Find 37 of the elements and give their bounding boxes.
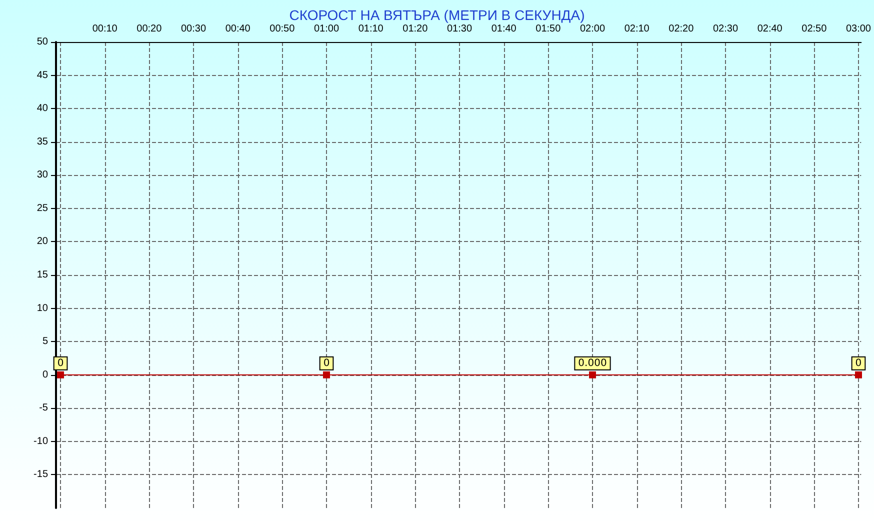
y-tick-label: 15 [36, 270, 48, 280]
x-tick-label: 02:20 [668, 24, 694, 34]
y-tick-label: 20 [36, 236, 48, 248]
x-tick-label: 03:00 [846, 24, 872, 34]
x-tick-label: 01:10 [358, 24, 384, 34]
data-label: 0 [57, 358, 64, 369]
y-tick-label: 50 [36, 36, 48, 48]
x-tick-label: 01:20 [402, 24, 428, 34]
data-label: 0 [855, 358, 862, 369]
x-tick-label: 01:00 [314, 24, 340, 34]
x-tick-label: 02:10 [624, 24, 650, 34]
y-tick-label: -15 [34, 469, 48, 480]
y-tick-label: 5 [42, 336, 48, 348]
x-tick-label: 02:00 [580, 24, 606, 34]
x-tick-label: 02:50 [802, 24, 828, 34]
y-tick-label: -10 [34, 436, 48, 447]
y-tick-label: 30 [36, 170, 48, 181]
y-tick-label: 25 [36, 202, 48, 214]
y-tick-label: 40 [36, 103, 48, 114]
data-label: 0.000 [578, 358, 607, 369]
x-tick-label: 02:30 [712, 24, 738, 34]
x-tick-label: 00:20 [136, 24, 162, 34]
x-tick-label: 01:50 [536, 24, 562, 34]
x-tick-label: 00:50 [270, 24, 296, 34]
y-tick-label: 10 [36, 302, 48, 314]
x-tick-label: 00:40 [225, 24, 251, 34]
y-tick-label: 45 [36, 70, 48, 81]
x-tick-label: 01:40 [491, 24, 517, 34]
x-tick-label: 00:10 [92, 24, 118, 34]
y-tick-label: 0 [42, 369, 48, 380]
y-tick-label: -5 [39, 402, 48, 414]
x-tick-label: 00:30 [181, 24, 206, 34]
x-tick-label: 02:40 [757, 24, 783, 34]
y-tick-label: 35 [36, 136, 48, 148]
x-tick-label: 01:30 [446, 24, 472, 34]
data-label: 0 [323, 358, 330, 369]
chart-title: СКОРОСТ НА ВЯТЪРА (МЕТРИ В СЕКУНДА) [289, 7, 585, 23]
